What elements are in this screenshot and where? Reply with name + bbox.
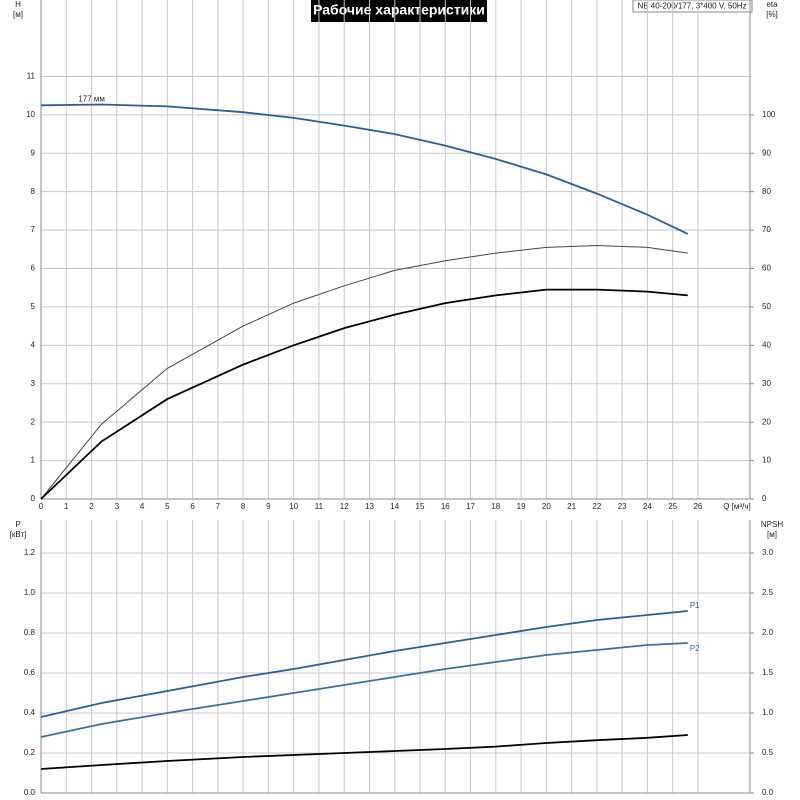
y-tick-label: 0.4 [24, 708, 36, 717]
y2-tick-label: 80 [762, 187, 771, 196]
x-tick-label: 18 [491, 502, 500, 511]
y-tick-label: 1.2 [24, 548, 36, 557]
x-tick-label: 8 [241, 502, 246, 511]
x-tick-label: 13 [365, 502, 374, 511]
y2-tick-label: 0 [762, 494, 767, 503]
series-label: 177 мм [78, 95, 105, 104]
y-tick-label: 0.2 [24, 748, 36, 757]
y-tick-label: 0.0 [24, 788, 36, 797]
y2-tick-label: 50 [762, 302, 771, 311]
x-tick-label: 16 [441, 502, 450, 511]
series-label: P2 [690, 644, 700, 653]
y-tick-label: 9 [31, 148, 36, 157]
y-tick-label: 5 [31, 302, 36, 311]
y2-tick-label: 100 [762, 110, 776, 119]
series-line [40, 642, 688, 738]
x-tick-label: 7 [216, 502, 221, 511]
y-tick-label: 1.0 [24, 588, 36, 597]
x-tick-label: 5 [165, 502, 170, 511]
model-label: NB 40-200/177, 3*400 V, 50Hz [637, 2, 746, 11]
y2-tick-label: 1.5 [762, 668, 774, 677]
x-axis-label: Q [м³/ч] [723, 502, 750, 511]
x-tick-label: 0 [39, 502, 44, 511]
y-tick-label: 0.6 [24, 668, 36, 677]
y2-tick-label: 2.5 [762, 588, 774, 597]
x-tick-label: 19 [517, 502, 526, 511]
x-tick-label: 23 [618, 502, 627, 511]
y2-tick-label: 40 [762, 340, 771, 349]
x-tick-label: 14 [390, 502, 399, 511]
y2-tick-label: 10 [762, 456, 771, 465]
y-tick-label: 2 [31, 417, 36, 426]
y-tick-label: 0 [31, 494, 36, 503]
y2-tick-label: 70 [762, 225, 771, 234]
x-tick-label: 12 [340, 502, 349, 511]
y2-axis-label: eta [766, 0, 778, 9]
y2-tick-label: 20 [762, 417, 771, 426]
y-tick-label: 6 [31, 264, 36, 273]
series-line [40, 610, 688, 718]
series-line [40, 288, 688, 500]
y-tick-label: 10 [26, 110, 35, 119]
x-tick-label: 6 [190, 502, 195, 511]
x-tick-label: 9 [266, 502, 271, 511]
y2-axis-label: NPSH [761, 520, 783, 529]
y2-tick-label: 0.0 [762, 788, 774, 797]
x-tick-label: 4 [140, 502, 145, 511]
series-label: P1 [690, 601, 700, 610]
series-line [40, 244, 688, 500]
x-tick-label: 2 [89, 502, 94, 511]
y2-tick-label: 0.5 [762, 748, 774, 757]
x-tick-label: 20 [542, 502, 551, 511]
y-tick-label: 0.8 [24, 628, 36, 637]
series-line [40, 103, 689, 235]
y-axis-unit: [кВт] [10, 530, 27, 539]
x-tick-label: 22 [592, 502, 601, 511]
y2-tick-label: 2.0 [762, 628, 774, 637]
y-tick-label: 11 [27, 72, 36, 81]
y-axis-label: H [15, 0, 21, 9]
x-tick-label: 11 [315, 502, 324, 511]
chart-title: Рабочие характеристики [313, 2, 485, 18]
series-line [40, 734, 688, 770]
y2-tick-label: 3.0 [762, 548, 774, 557]
y2-tick-label: 60 [762, 264, 771, 273]
y2-axis-unit: [%] [766, 10, 778, 19]
y-tick-label: 7 [31, 225, 36, 234]
x-tick-label: 25 [668, 502, 677, 511]
y-axis-label: P [15, 520, 20, 529]
y2-tick-label: 90 [762, 148, 771, 157]
title-box [311, 0, 487, 22]
x-tick-label: 26 [693, 502, 702, 511]
x-tick-label: 1 [64, 502, 69, 511]
y2-axis-unit: [м] [767, 530, 777, 539]
x-tick-label: 3 [115, 502, 120, 511]
x-tick-label: 24 [643, 502, 652, 511]
y2-tick-label: 1.0 [762, 708, 774, 717]
y-tick-label: 1 [31, 456, 36, 465]
x-tick-label: 17 [466, 502, 475, 511]
y-tick-label: 4 [31, 340, 36, 349]
x-tick-label: 21 [567, 502, 576, 511]
y-tick-label: 3 [31, 379, 36, 388]
model-box [632, 0, 753, 13]
y-axis-unit: [м] [13, 10, 23, 19]
x-tick-label: 15 [416, 502, 425, 511]
y-tick-label: 8 [31, 187, 36, 196]
x-tick-label: 10 [289, 502, 298, 511]
y2-tick-label: 30 [762, 379, 771, 388]
